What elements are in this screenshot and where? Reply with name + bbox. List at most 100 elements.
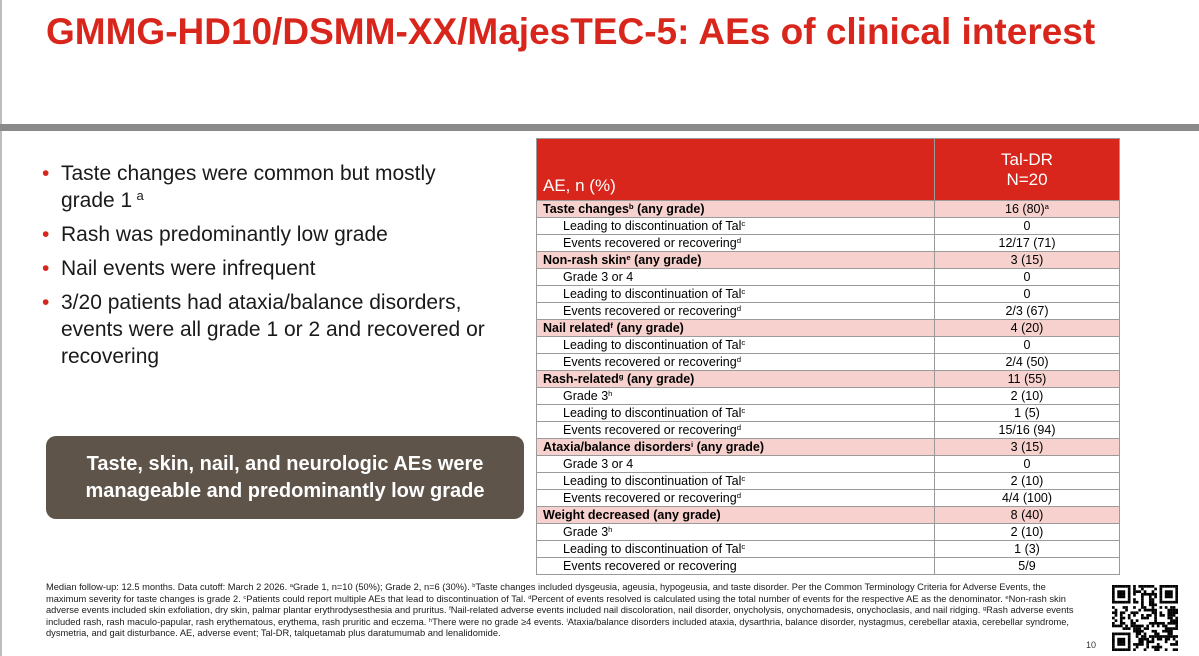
qr-module bbox=[1151, 600, 1155, 604]
ae-label-cell: Taste changesb (any grade) bbox=[536, 200, 935, 218]
qr-module bbox=[1170, 611, 1173, 615]
ae-label-cell: Grade 3h bbox=[536, 523, 935, 541]
qr-module bbox=[1112, 611, 1115, 615]
ae-label: Nail related bbox=[543, 321, 611, 335]
ae-value-cell: 0 bbox=[934, 336, 1120, 354]
title-divider bbox=[0, 124, 1199, 131]
ae-detail-row: Events recovered or recoveringd 4/4 (100) bbox=[536, 489, 1120, 507]
footnote-marker: f bbox=[610, 320, 613, 330]
qr-module bbox=[1117, 637, 1120, 641]
qr-module bbox=[1112, 637, 1115, 641]
ae-value-cell: 3 (15) bbox=[934, 251, 1120, 269]
qr-module bbox=[1125, 585, 1128, 588]
ae-label-cell: Leading to discontinuation of Talc bbox=[536, 217, 935, 235]
ae-value: 2/3 (67) bbox=[1005, 304, 1049, 318]
qr-module bbox=[1154, 619, 1157, 623]
qr-module bbox=[1159, 645, 1163, 649]
qr-module bbox=[1151, 608, 1155, 612]
arm-n: N=20 bbox=[1006, 169, 1048, 189]
footnote-marker: i bbox=[566, 617, 568, 624]
footnote: Median follow-up: 12.5 months. Data cuto… bbox=[46, 582, 1076, 640]
qr-module bbox=[1159, 585, 1163, 588]
footnote-marker: d bbox=[736, 354, 742, 364]
qr-module bbox=[1133, 648, 1136, 651]
qr-module bbox=[1141, 640, 1144, 644]
ae-value: 15/16 (94) bbox=[998, 423, 1056, 437]
footnote-marker: h bbox=[608, 524, 613, 534]
qr-module bbox=[1159, 635, 1163, 638]
qr-module bbox=[1164, 592, 1168, 596]
ae-label-cell: Ataxia/balance disordersi (any grade) bbox=[536, 438, 935, 456]
conclusion-callout: Taste, skin, nail, and neurologic AEs we… bbox=[46, 436, 524, 519]
ae-label-cell: Weight decreased (any grade) bbox=[536, 506, 935, 524]
ae-value-cell: 4 (20) bbox=[934, 319, 1120, 337]
arm-name: Tal-DR bbox=[1001, 149, 1053, 169]
ae-value: 2/4 (50) bbox=[1005, 355, 1049, 369]
ae-table: AE, n (%) Tal-DR N=20 Taste changesb (an… bbox=[536, 138, 1120, 575]
qr-module bbox=[1148, 598, 1152, 601]
qr-module bbox=[1170, 606, 1173, 609]
qr-module bbox=[1175, 619, 1178, 623]
qr-module bbox=[1154, 629, 1157, 633]
qr-module bbox=[1148, 600, 1152, 604]
qr-module bbox=[1117, 600, 1120, 604]
qr-module bbox=[1127, 614, 1131, 617]
ae-detail-row: Grade 3 or 4 0 bbox=[536, 455, 1120, 473]
ae-label: Non-rash skin bbox=[543, 253, 627, 267]
qr-module bbox=[1119, 624, 1123, 628]
qr-module bbox=[1112, 648, 1115, 651]
ae-value: 0 bbox=[1023, 270, 1031, 284]
qr-module bbox=[1112, 640, 1115, 644]
qr-module bbox=[1167, 616, 1171, 620]
qr-module bbox=[1112, 595, 1115, 599]
qr-module bbox=[1154, 648, 1157, 651]
qr-module bbox=[1170, 614, 1173, 617]
footnote-marker: g bbox=[982, 605, 987, 612]
qr-module bbox=[1164, 585, 1168, 588]
qr-module bbox=[1151, 603, 1155, 607]
ae-category-row: Ataxia/balance disordersi (any grade) 3 (… bbox=[536, 438, 1120, 456]
qr-module bbox=[1175, 595, 1178, 599]
qr-module bbox=[1114, 585, 1118, 588]
qr-module bbox=[1164, 627, 1168, 630]
ae-label-suffix: (any grade) bbox=[612, 321, 684, 335]
qr-module bbox=[1138, 624, 1142, 628]
ae-label: Leading to discontinuation of Tal bbox=[563, 287, 742, 301]
qr-module bbox=[1170, 595, 1173, 599]
qr-module bbox=[1148, 585, 1152, 588]
ae-label: Rash-related bbox=[543, 372, 619, 386]
qr-module bbox=[1170, 635, 1173, 638]
qr-module bbox=[1154, 592, 1157, 596]
ae-value: 5/9 bbox=[1018, 559, 1036, 573]
qr-module bbox=[1143, 608, 1147, 612]
ae-detail-row: Events recovered or recoveringd 2/3 (67) bbox=[536, 302, 1120, 320]
qr-module bbox=[1127, 637, 1131, 641]
qr-module bbox=[1172, 635, 1176, 638]
ae-label: Grade 3 bbox=[563, 389, 609, 403]
qr-module bbox=[1122, 585, 1126, 588]
qr-module bbox=[1162, 600, 1165, 604]
qr-module bbox=[1114, 600, 1118, 604]
qr-module bbox=[1143, 592, 1147, 596]
qr-module bbox=[1175, 648, 1178, 651]
ae-detail-row: Leading to discontinuation of Talc 1 (5) bbox=[536, 404, 1120, 422]
qr-module bbox=[1141, 585, 1144, 588]
qr-module bbox=[1164, 640, 1168, 644]
qr-module bbox=[1172, 608, 1176, 612]
qr-module bbox=[1141, 629, 1144, 633]
qr-module bbox=[1117, 624, 1120, 628]
ae-value-cell: 15/16 (94) bbox=[934, 421, 1120, 439]
bullet-item: • Taste changes were common but mostly gr… bbox=[42, 160, 492, 214]
ae-value-cell: 1 (3) bbox=[934, 540, 1120, 558]
qr-module bbox=[1138, 590, 1142, 593]
qr-module bbox=[1112, 606, 1115, 609]
bullet-item: • Rash was predominantly low grade bbox=[42, 221, 492, 248]
qr-module bbox=[1143, 606, 1147, 609]
qr-module bbox=[1156, 632, 1160, 636]
qr-module bbox=[1172, 600, 1176, 604]
qr-module bbox=[1138, 608, 1142, 612]
footnote-text: Patients could report multiple AEs that … bbox=[246, 593, 529, 604]
footnote-text: Percent of events resolved is calculated… bbox=[531, 593, 1006, 604]
ae-value-cell: 1 (5) bbox=[934, 404, 1120, 422]
qr-module bbox=[1135, 619, 1139, 623]
